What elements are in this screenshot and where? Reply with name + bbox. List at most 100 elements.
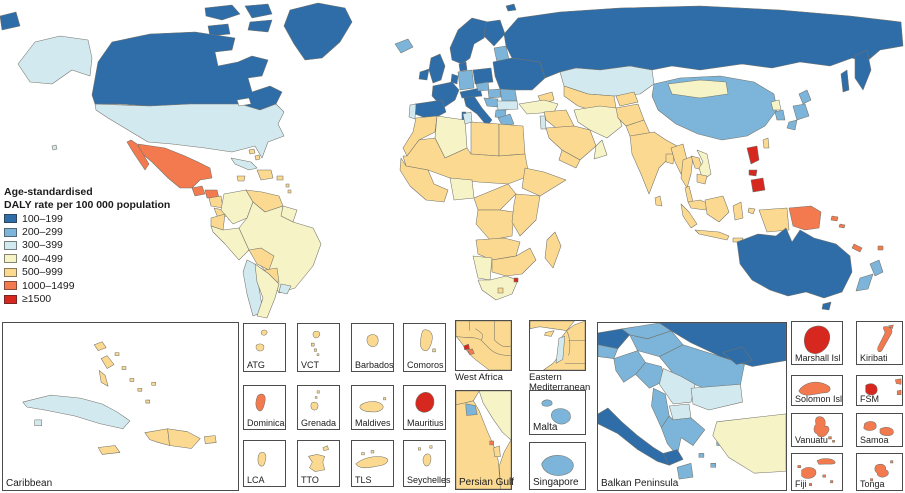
inset-atg-label: ATG [247,360,265,370]
region-west-africa-coast [399,157,449,203]
legend-item-label: ≥1500 [22,293,52,306]
region-oman [593,139,608,160]
region-serbia [659,368,696,405]
inset-vanuatu-label: Vanuatu [795,435,828,445]
inset-balkan-label: Balkan Peninsula [601,478,679,489]
region-kyrgyz-tajik [615,91,639,107]
legend-item: 100–199 [4,212,170,225]
region-papua-new-guinea [788,205,822,231]
legend-swatch [4,240,17,250]
region-uae [499,439,511,489]
region-philippines [750,177,766,193]
region-borneo [704,195,730,223]
region-greenland [283,2,353,61]
island-shape [255,393,266,412]
region-isla-juventud [34,419,42,427]
region-jamaica [236,175,246,182]
region-puerto-rico [204,435,217,444]
region-bahamas [248,148,261,161]
region-arctic-island [244,3,273,19]
region-serbia-bulgaria [496,100,519,111]
island-shape [257,452,267,467]
island-shape [865,383,878,396]
island-shape [797,458,836,486]
legend-swatch [4,294,17,304]
legend-swatch [4,281,17,291]
inset-tonga-label: Tonga [860,479,885,489]
region-kuwait [465,403,478,416]
region-antilles [285,183,292,194]
inset-solomon-label: Solomon Isl [795,394,843,404]
island-shape [355,450,389,469]
inset-fsm: FSM [856,375,903,406]
region-hispaniola [256,169,274,181]
legend-item: 300–399 [4,239,170,252]
region-solomon-islands [830,215,839,222]
region-solomon-islands [838,223,846,229]
island-shape [877,324,894,352]
region-bahrain [489,440,494,446]
region-chukotka-wrap [0,11,21,31]
inset-caribbean: Caribbean [2,322,239,491]
inset-singapore-label: Singapore [533,477,579,488]
region-india [629,131,678,195]
region-nigeria [449,177,475,201]
great-lakes [236,97,252,107]
region-singapore [541,455,574,476]
inset-seychelles: Seychelles [403,440,451,487]
region-israel [555,336,566,364]
inset-fiji-label: Fiji [795,479,807,489]
island-shape [418,445,433,467]
inset-balkan-peninsula: Balkan Peninsula [597,322,787,491]
region-bangladesh [665,153,675,165]
region-liberia [467,348,475,355]
legend-item: ≥1500 [4,292,170,305]
inset-tto-label: TTO [301,475,319,485]
region-turkey [712,413,786,474]
inset-caribbean-label: Caribbean [6,478,53,489]
region-bolivia [248,247,275,271]
legend-title-line2: DALY rate per 100 000 population [4,199,171,211]
region-greece [661,415,706,456]
region-philippines [748,169,758,177]
region-thailand [680,155,694,189]
region-japan [798,89,812,105]
region-west-papua [758,207,790,233]
island-shape [803,325,830,354]
inset-marshall-label: Marshall Isl [795,353,841,363]
region-usa [94,103,285,159]
legend-item-label: 100–199 [22,212,63,225]
caribbean-map [22,341,217,455]
region-germany [457,69,475,91]
region-egypt [498,123,526,157]
region-qatar [493,445,501,457]
island-shape [813,416,836,443]
region-italy-heel [663,449,684,466]
inset-malta: Malta [529,390,586,435]
region-brazil [238,201,322,294]
legend-item-label: 500–999 [22,266,63,279]
inset-tls-label: TLS [355,475,372,485]
inset-kiribati: Kiribati [856,321,903,365]
inset-west-africa-label: West Africa [455,372,503,383]
inset-solomon-islands: Solomon Isl [791,375,843,406]
inset-kiribati-label: Kiribati [860,353,888,363]
island-shape [359,397,387,413]
island-shape [863,421,894,436]
region-sulawesi [732,201,744,221]
west-africa-land [456,321,511,370]
region-uk [428,53,446,84]
legend-item-label: 1000–1499 [22,279,75,292]
region-denmark [458,61,468,72]
legend-item-label: 400–499 [22,252,63,265]
region-thai-peninsula [684,185,694,203]
inset-malta-label: Malta [533,422,558,433]
region-fiji [877,245,884,251]
inset-barbados-label: Barbados [355,360,394,370]
region-uruguay [278,283,292,295]
inset-persian-gulf-label: Persian Gulf [459,477,515,488]
region-japan [786,119,798,131]
region-cuba [22,394,131,430]
region-arctic-island [207,23,231,37]
